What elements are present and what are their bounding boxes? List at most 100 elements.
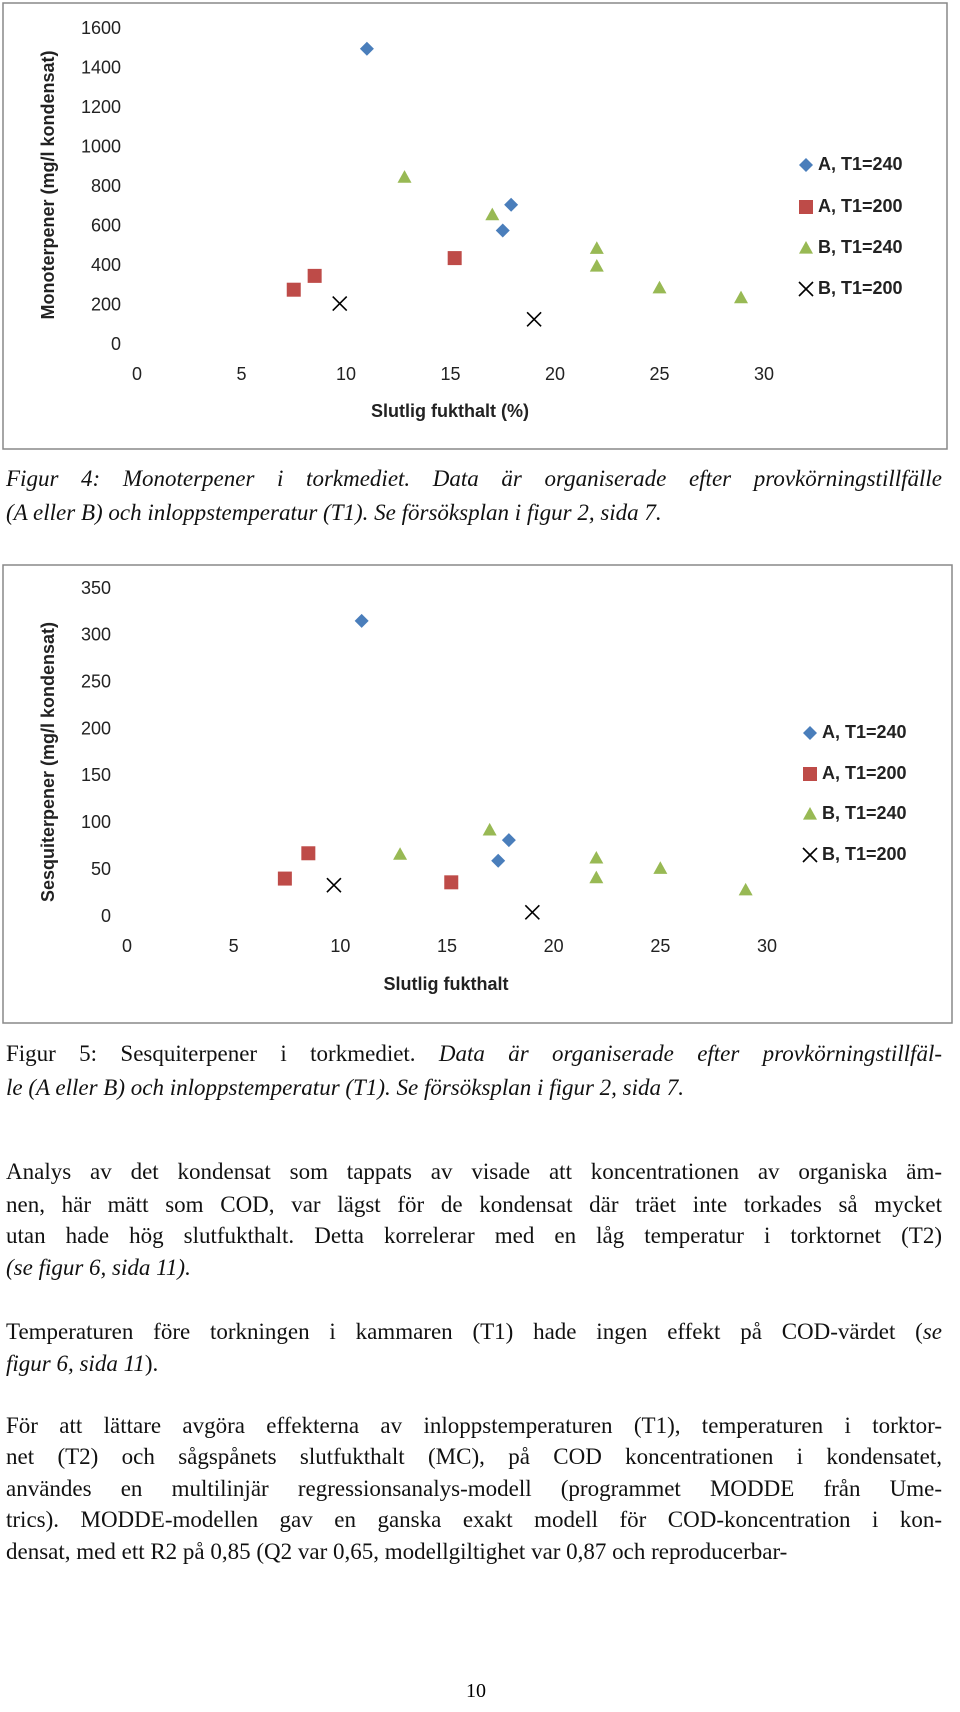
text-run: ).	[144, 1351, 159, 1376]
paragraph-line: För att lättare avgöra effekterna av inl…	[6, 1410, 942, 1442]
marker	[526, 311, 542, 327]
marker	[485, 207, 500, 221]
y-tick-label: 250	[81, 671, 111, 691]
legend-label: A, T1=240	[818, 154, 903, 174]
marker	[447, 251, 462, 266]
chart: 0 50 100 150 200 250 300 350 0 5 10 15 20 25 30 Slutlig…	[2, 564, 953, 1024]
paragraph-line: utan hade hög slutfukthalt. Detta korrel…	[6, 1220, 942, 1252]
x-tick-label: 15	[437, 936, 457, 956]
paragraph-line: Analys av det kondensat som tappats av v…	[6, 1156, 942, 1188]
x-tick-label: 20	[545, 364, 565, 384]
y-tick-label: 400	[91, 255, 121, 275]
text-run: Figur 4: Monoterpener i torkmediet. Data…	[6, 466, 942, 491]
marker	[495, 223, 510, 238]
paragraph-line: användes en multilinjär regressionsanaly…	[6, 1473, 942, 1505]
y-tick-label: 200	[91, 294, 121, 314]
marker	[277, 871, 292, 886]
marker	[397, 170, 412, 183]
legend-marker	[799, 158, 813, 172]
marker	[589, 241, 604, 254]
marker	[286, 282, 301, 297]
chart: 0 200 400 600 800 1000 1200 1400 1600 0 5 10 15 20 25 3…	[2, 2, 948, 450]
text-run: Data är organiserade efter provkörningst…	[438, 1041, 942, 1066]
text-run: net (T2) och sågspånets slutfukthalt (MC…	[6, 1444, 942, 1469]
y-tick-label: 0	[111, 334, 121, 354]
legend-marker	[803, 807, 817, 820]
text-run: Analys av det kondensat som tappats av v…	[6, 1159, 942, 1184]
marker	[589, 259, 604, 272]
text-run: se	[922, 1319, 942, 1344]
caption-line: Figur 4: Monoterpener i torkmediet. Data…	[6, 463, 942, 495]
text-run: utan hade hög slutfukthalt. Detta korrel…	[6, 1223, 942, 1248]
x-tick-label: 30	[754, 364, 774, 384]
x-axis-title: Slutlig fukthalt (%)	[371, 401, 529, 421]
legend-label: A, T1=240	[822, 722, 907, 742]
x-tick-label: 20	[544, 936, 564, 956]
legend-label: B, T1=240	[822, 803, 907, 823]
legend-label: A, T1=200	[818, 196, 903, 216]
legend-marker	[799, 241, 813, 254]
text-run: nen, här mätt som COD, var lägst för de …	[6, 1192, 942, 1217]
y-tick-label: 150	[81, 765, 111, 785]
legend-label: A, T1=200	[822, 763, 907, 783]
paragraph-line: figur 6, sida 11).	[6, 1348, 942, 1380]
x-tick-label: 0	[132, 364, 142, 384]
y-tick-label: 100	[81, 812, 111, 832]
y-tick-label: 1200	[81, 97, 121, 117]
legend-marker	[802, 847, 818, 863]
x-tick-label: 10	[336, 364, 356, 384]
text-run: För att lättare avgöra effekterna av inl…	[6, 1413, 942, 1438]
x-tick-label: 0	[122, 936, 132, 956]
caption-line: le (A eller B) och inloppstemperatur (T1…	[6, 1072, 942, 1104]
x-tick-label: 25	[650, 936, 670, 956]
y-tick-label: 50	[91, 859, 111, 879]
text-run: Figur 5: Sesquiterpener i torkmediet.	[6, 1041, 439, 1066]
marker	[326, 877, 342, 893]
x-tick-label: 15	[440, 364, 460, 384]
marker	[589, 870, 604, 884]
y-axis-title: Monoterpener (mg/l kondensat)	[38, 50, 58, 319]
paragraph-line: trics). MODDE-modellen gav en ganska exa…	[6, 1504, 942, 1536]
paragraph-line: net (T2) och sågspånets slutfukthalt (MC…	[6, 1441, 942, 1473]
marker	[653, 861, 668, 874]
text-run: Temperaturen före torkningen i kammaren …	[6, 1319, 923, 1344]
x-tick-label: 25	[649, 364, 669, 384]
chart-frame	[2, 564, 953, 1024]
marker	[354, 613, 369, 628]
marker	[491, 853, 506, 868]
marker	[652, 280, 667, 294]
y-tick-label: 0	[101, 906, 111, 926]
text-run: figur 6, sida 11	[6, 1351, 145, 1376]
legend-label: B, T1=200	[818, 278, 903, 298]
text-run: le (A eller B) och inloppstemperatur (T1…	[6, 1075, 685, 1100]
marker	[501, 833, 516, 848]
x-axis-title: Slutlig fukthalt	[384, 974, 509, 994]
marker	[359, 41, 374, 56]
x-tick-label: 10	[330, 936, 350, 956]
y-tick-label: 800	[91, 176, 121, 196]
marker	[307, 268, 322, 283]
y-tick-label: 200	[81, 718, 111, 738]
y-axis-title: Sesquiterpener (mg/l kondensat)	[38, 622, 58, 902]
marker	[482, 822, 497, 836]
marker	[301, 846, 316, 861]
caption-line: Figur 5: Sesquiterpener i torkmediet. Da…	[6, 1038, 942, 1070]
y-tick-label: 350	[81, 578, 111, 598]
marker	[444, 875, 459, 890]
paragraph-line: Temperaturen före torkningen i kammaren …	[6, 1316, 942, 1348]
marker	[393, 847, 408, 860]
text-run: användes en multilinjär regressionsanaly…	[6, 1476, 942, 1501]
legend-marker	[799, 200, 813, 214]
caption-line: (A eller B) och inloppstemperatur (T1). …	[6, 497, 942, 529]
marker	[589, 850, 604, 864]
paragraph-line: (se figur 6, sida 11).	[6, 1252, 942, 1284]
marker	[734, 290, 749, 304]
text-run: trics). MODDE-modellen gav en ganska exa…	[6, 1507, 942, 1532]
y-tick-label: 1400	[81, 57, 121, 77]
marker	[524, 904, 540, 920]
page-number: 10	[466, 1680, 486, 1702]
marker	[738, 882, 753, 896]
paragraph-line: densat, med ett R2 på 0,85 (Q2 var 0,65,…	[6, 1536, 942, 1568]
text-run: (se figur 6, sida 11).	[6, 1255, 191, 1280]
